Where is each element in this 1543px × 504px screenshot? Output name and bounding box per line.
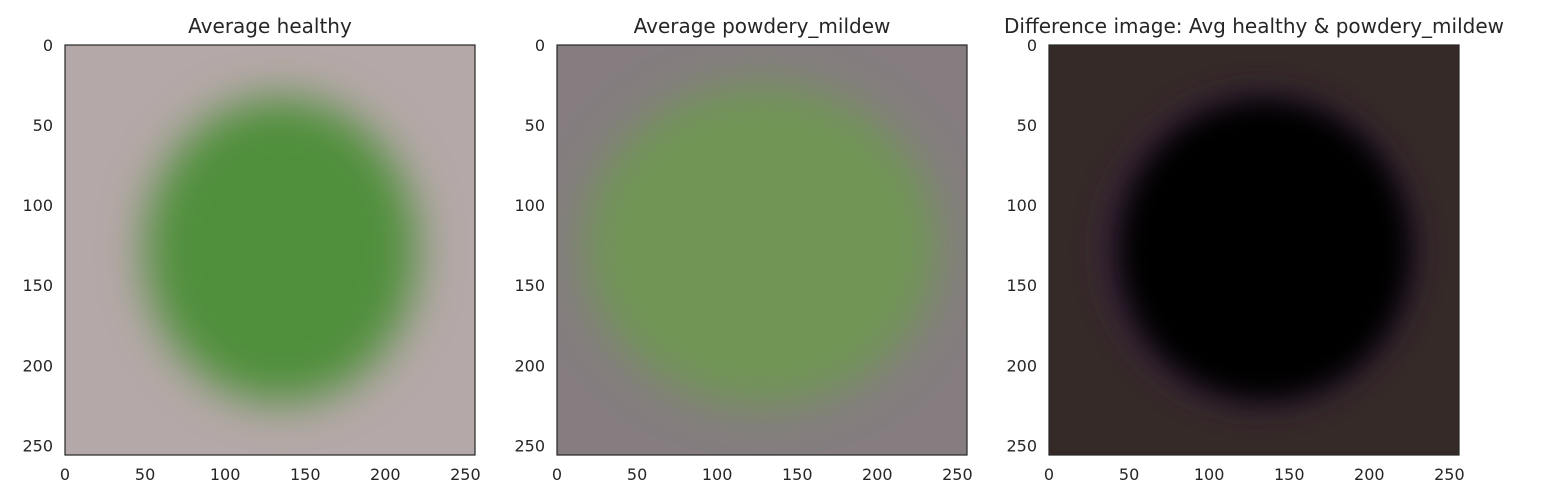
image-blob xyxy=(145,97,418,403)
panel-3: Difference image: Avg healthy & powdery_… xyxy=(1004,14,1504,484)
panel-title: Average powdery_mildew xyxy=(634,14,891,38)
x-tick-label: 100 xyxy=(702,465,733,484)
x-tick-label: 50 xyxy=(135,465,155,484)
y-tick-label: 250 xyxy=(22,436,53,455)
y-tick-label: 200 xyxy=(1006,356,1037,375)
x-tick-label: 0 xyxy=(60,465,70,484)
axes-frame xyxy=(556,44,968,456)
x-tick-label: 50 xyxy=(627,465,647,484)
y-tick-label: 0 xyxy=(535,36,545,55)
x-tick-label: 150 xyxy=(290,465,321,484)
axes-frame xyxy=(1048,44,1460,456)
image-area xyxy=(557,45,967,455)
y-tick-label: 250 xyxy=(1006,436,1037,455)
x-tick-label: 200 xyxy=(862,465,893,484)
y-tick-label: 150 xyxy=(22,276,53,295)
x-tick-label: 200 xyxy=(1354,465,1385,484)
x-tick-label: 200 xyxy=(370,465,401,484)
image-area xyxy=(1049,45,1459,455)
y-tick-label: 150 xyxy=(514,276,545,295)
panel-1: Average healthy 0 50 100 150 200 250 0 50 100 150 2… xyxy=(22,14,480,484)
y-tick-label: 250 xyxy=(514,436,545,455)
x-tick-label: 150 xyxy=(1274,465,1305,484)
y-tick-label: 50 xyxy=(525,116,545,135)
y-tick-label: 200 xyxy=(514,356,545,375)
x-tick-label: 250 xyxy=(450,465,481,484)
y-tick-label: 150 xyxy=(1006,276,1037,295)
x-tick-label: 50 xyxy=(1119,465,1139,484)
x-tick-label: 0 xyxy=(552,465,562,484)
x-tick-label: 100 xyxy=(210,465,241,484)
y-tick-label: 50 xyxy=(33,116,53,135)
x-tick-label: 100 xyxy=(1194,465,1225,484)
image-blob xyxy=(585,85,939,406)
image-area xyxy=(65,45,475,455)
y-tick-label: 0 xyxy=(1027,36,1037,55)
y-tick-label: 50 xyxy=(1017,116,1037,135)
x-tick-label: 0 xyxy=(1044,465,1054,484)
image-blob xyxy=(1117,97,1413,403)
axes-frame xyxy=(64,44,476,456)
panel-2: Average powdery_mildew 0 50 100 150 200 250 0 50… xyxy=(514,14,972,484)
x-tick-label: 150 xyxy=(782,465,813,484)
panel-title: Difference image: Avg healthy & powdery_… xyxy=(1004,14,1504,38)
y-tick-label: 200 xyxy=(22,356,53,375)
y-tick-label: 0 xyxy=(43,36,53,55)
y-tick-label: 100 xyxy=(514,196,545,215)
panel-title: Average healthy xyxy=(188,14,352,38)
y-tick-label: 100 xyxy=(22,196,53,215)
x-tick-label: 250 xyxy=(942,465,973,484)
x-tick-label: 250 xyxy=(1434,465,1465,484)
y-tick-label: 100 xyxy=(1006,196,1037,215)
